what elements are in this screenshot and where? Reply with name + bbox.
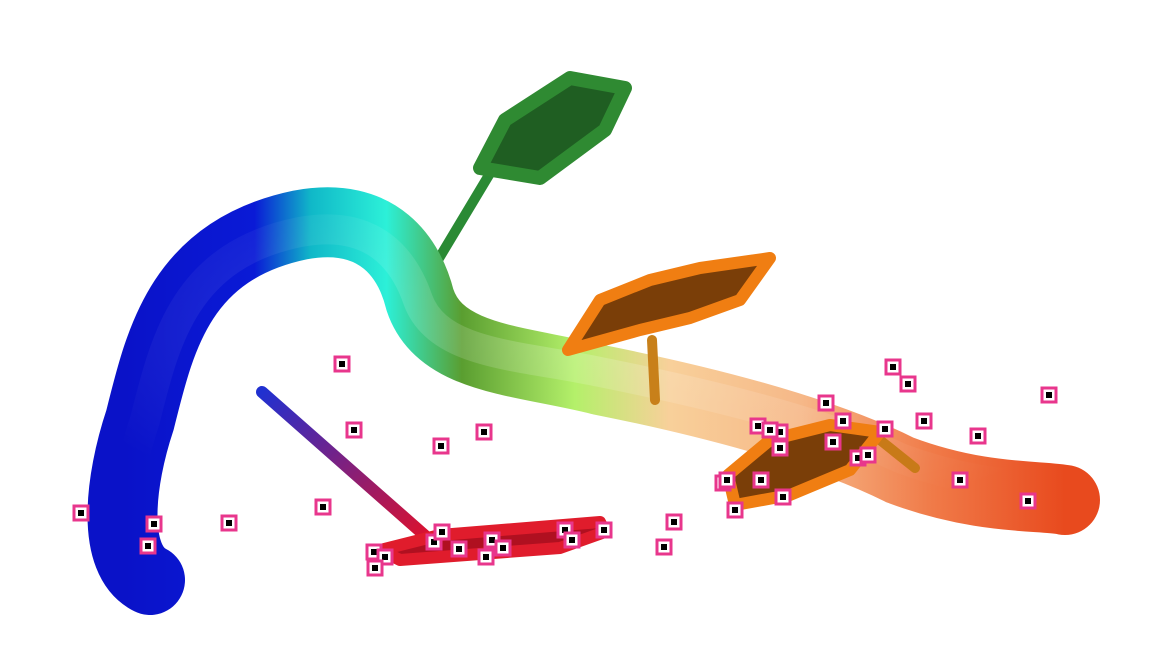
atom-marker <box>220 514 238 532</box>
atom-marker <box>314 498 332 516</box>
atom-marker <box>475 423 493 441</box>
atom-marker <box>824 433 842 451</box>
atom-marker <box>884 358 902 376</box>
atom-marker <box>1019 492 1037 510</box>
atom-marker <box>969 427 987 445</box>
orange-bond-bottom <box>875 435 920 473</box>
atom-marker <box>771 439 789 457</box>
atom-marker <box>333 355 351 373</box>
atom-marker <box>432 437 450 455</box>
atom-marker <box>665 513 683 531</box>
linker-bond <box>256 386 436 546</box>
atom-marker <box>752 471 770 489</box>
atom-marker <box>139 537 157 555</box>
atom-marker <box>817 394 835 412</box>
atom-marker <box>876 420 894 438</box>
atom-marker <box>145 515 163 533</box>
atom-markers <box>72 355 1058 577</box>
atom-marker <box>366 559 384 577</box>
green-ring <box>473 71 632 185</box>
orange-ring-top <box>562 252 776 356</box>
atom-marker <box>477 548 495 566</box>
atom-marker <box>859 446 877 464</box>
atom-marker <box>494 539 512 557</box>
atom-marker <box>915 412 933 430</box>
atom-marker <box>345 421 363 439</box>
atom-marker <box>72 504 90 522</box>
atom-marker <box>433 523 451 541</box>
atom-marker <box>1040 386 1058 404</box>
atom-marker <box>834 412 852 430</box>
atom-marker <box>450 540 468 558</box>
atom-marker <box>655 538 673 556</box>
atom-marker <box>899 375 917 393</box>
atom-marker <box>951 471 969 489</box>
orange-bond-top <box>647 335 660 405</box>
atom-marker <box>595 521 613 539</box>
atom-marker <box>563 531 581 549</box>
atom-marker <box>761 421 779 439</box>
atom-marker <box>718 471 736 489</box>
backbone-shine <box>111 214 1075 590</box>
atom-marker <box>726 501 744 519</box>
atom-marker <box>774 488 792 506</box>
